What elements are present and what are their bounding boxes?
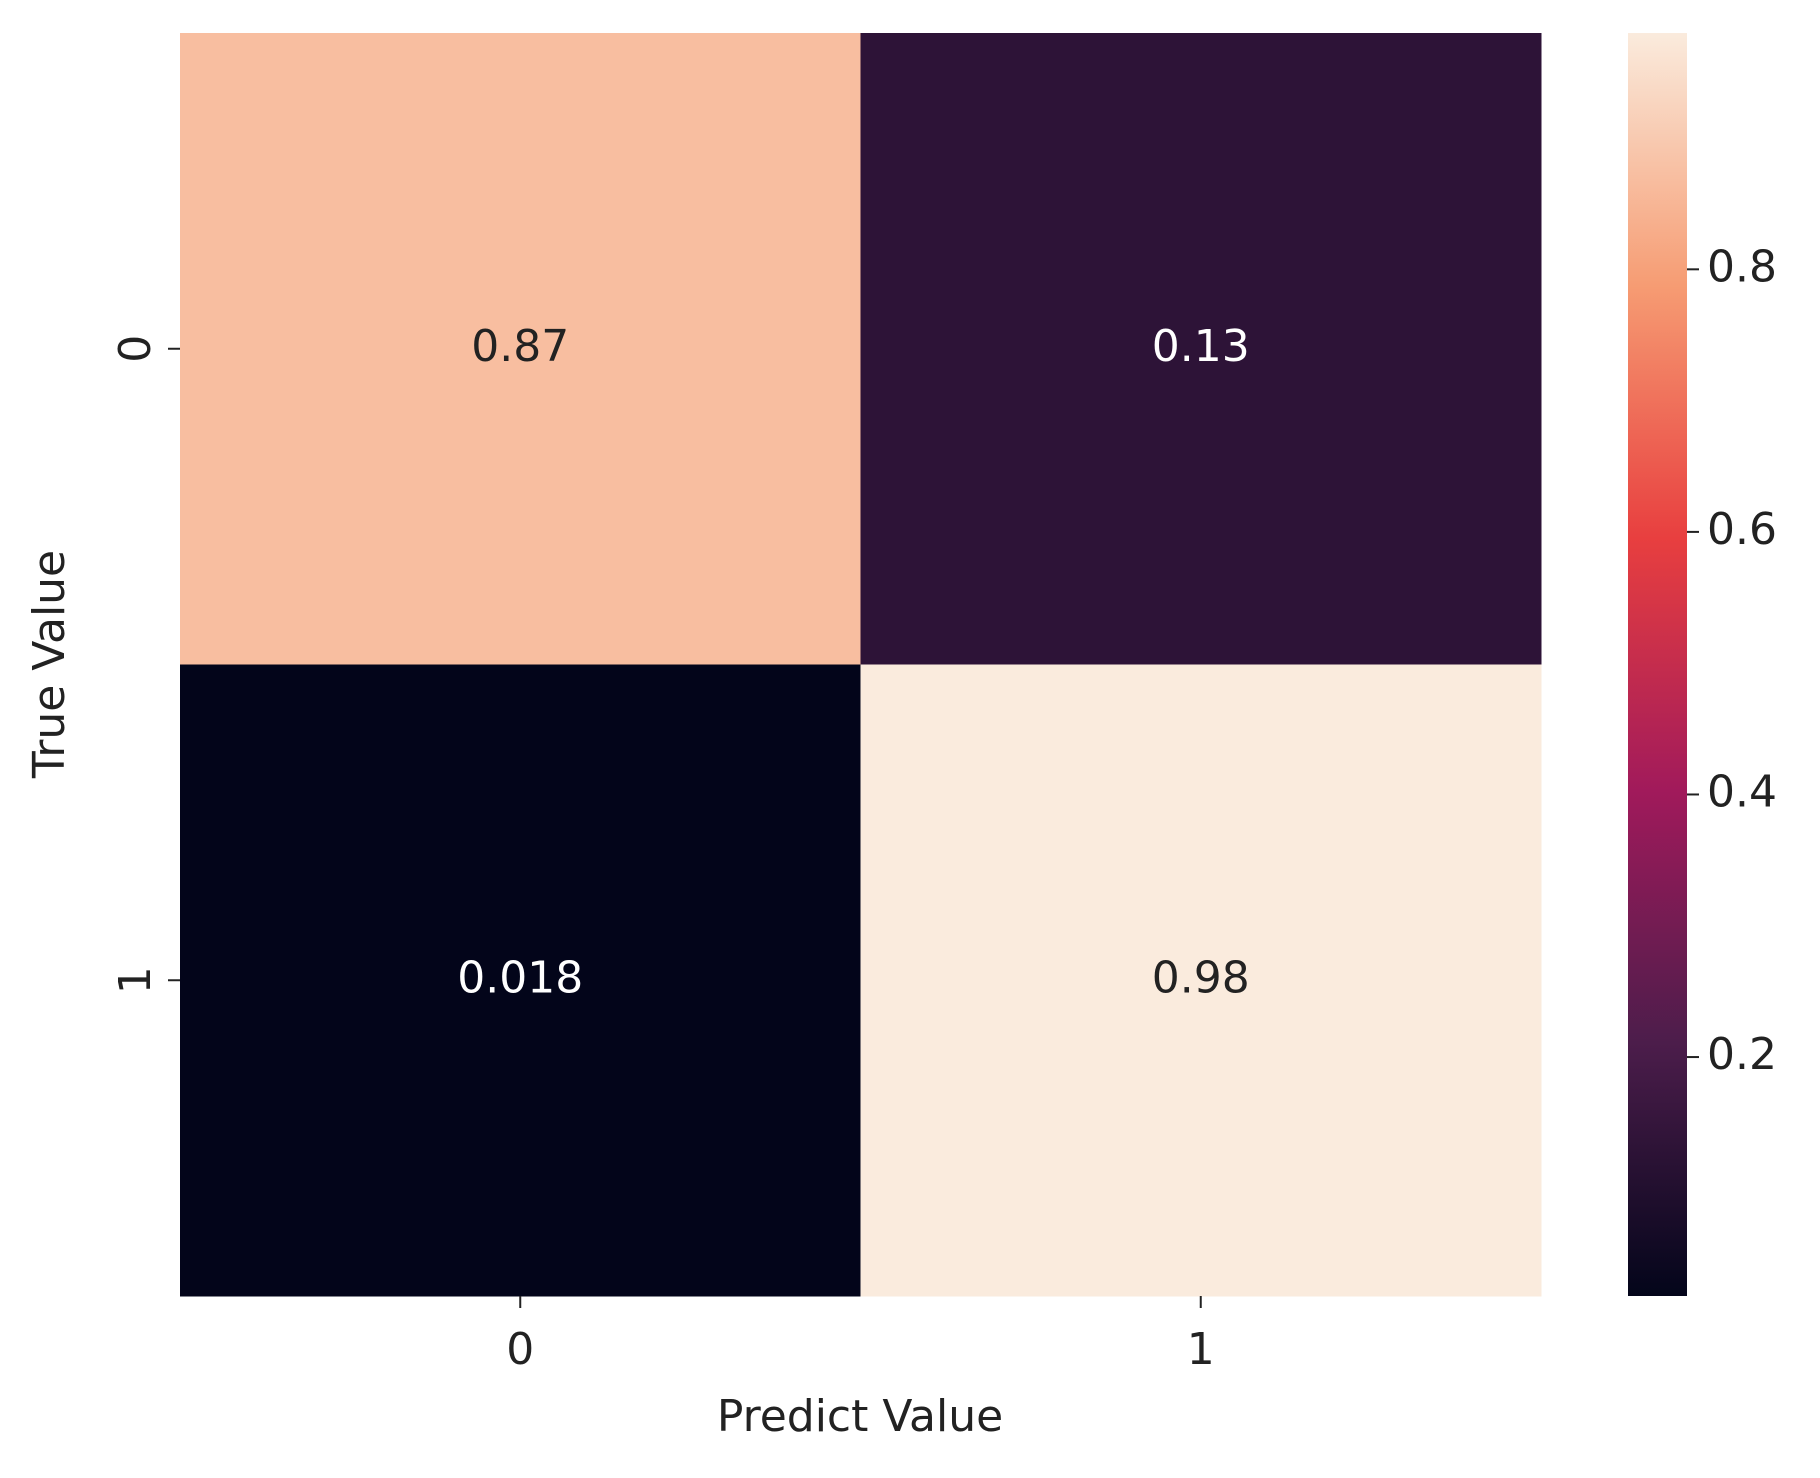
- x-tick-label: 1: [1187, 1324, 1215, 1375]
- colorbar: [1628, 33, 1687, 1296]
- x-axis-label: Predict Value: [717, 1391, 1003, 1442]
- heatmap-cell: [860, 664, 1542, 1297]
- x-tick-label: 0: [506, 1324, 534, 1375]
- colorbar-tick-label: 0.4: [1707, 766, 1777, 817]
- cell-label: 0.13: [1152, 321, 1250, 372]
- colorbar-tick-label: 0.2: [1707, 1029, 1777, 1080]
- colorbar-tick-label: 0.8: [1707, 241, 1777, 292]
- cell-label: 0.87: [471, 321, 569, 372]
- y-tick-label: 1: [110, 966, 161, 994]
- cell-label: 0.98: [1152, 952, 1250, 1003]
- colorbar-tick-label: 0.6: [1707, 504, 1777, 555]
- y-tick-label: 0: [110, 335, 161, 363]
- y-axis-label: True Value: [24, 550, 75, 779]
- heatmap-cell: [180, 33, 861, 665]
- heatmap-cell: [860, 33, 1542, 665]
- heatmap-cell: [180, 664, 861, 1297]
- cell-label: 0.018: [457, 952, 583, 1003]
